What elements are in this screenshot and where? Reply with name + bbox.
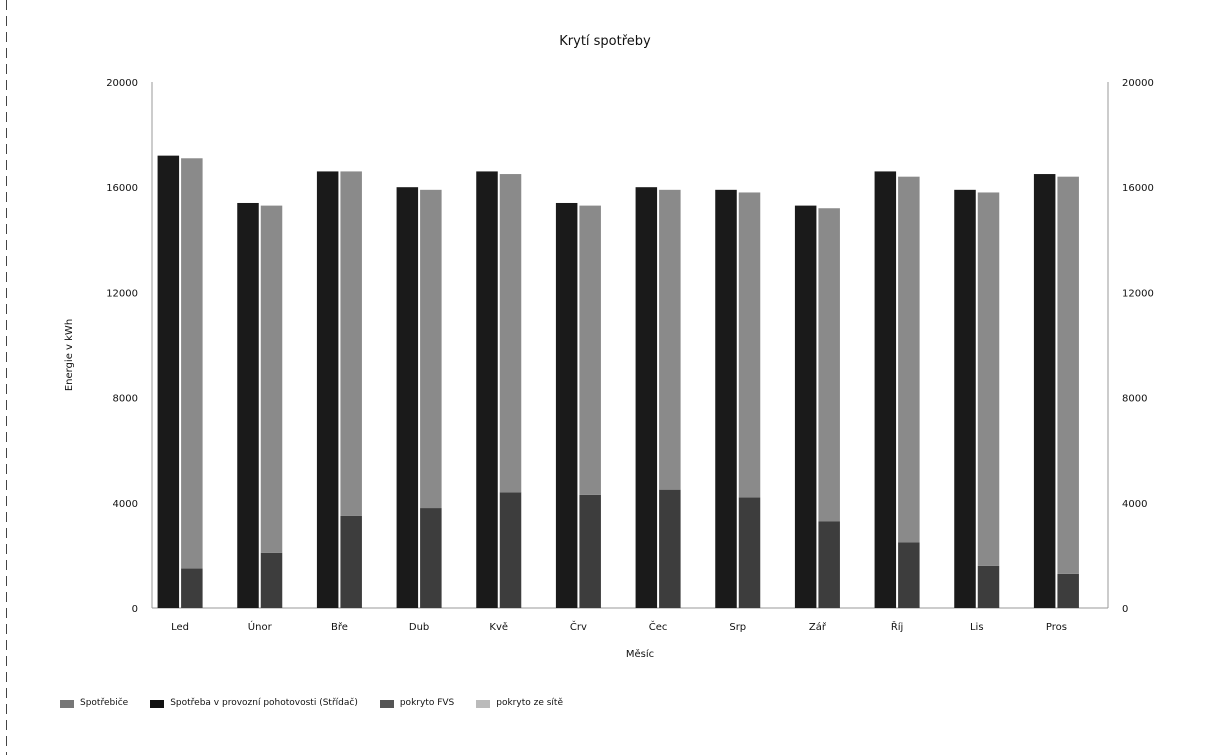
bar-pokryto-fvs <box>659 489 681 608</box>
bar-pokryto-ze-site <box>340 171 362 516</box>
x-tick-label: Led <box>171 622 189 633</box>
bar-pokryto-fvs <box>898 542 920 608</box>
bar-spotrebice <box>396 187 419 608</box>
x-tick-label: Únor <box>248 620 273 633</box>
bar-pokryto-ze-site <box>260 205 283 553</box>
bar-spotrebice <box>555 202 578 609</box>
bar-spotrebice <box>874 171 897 609</box>
x-tick-label: Pros <box>1046 622 1067 633</box>
bar-spotrebice <box>157 155 180 608</box>
legend-item-pv: pokryto FVS <box>379 698 455 709</box>
legend-label: pokryto FVS <box>399 698 455 708</box>
x-tick-label: Lis <box>970 622 984 633</box>
bar-pokryto-fvs <box>818 521 840 608</box>
chart-title: Krytí spotřeby <box>559 34 651 49</box>
y-axis-label: Energie v kWh <box>64 319 75 391</box>
bar-pokryto-ze-site <box>977 192 1000 566</box>
bar-pokryto-fvs <box>340 515 362 608</box>
y-tick-label-right: 12000 <box>1122 288 1154 299</box>
x-axis-label: Měsíc <box>626 648 654 660</box>
bar-spotrebice <box>476 171 498 609</box>
bar-pokryto-fvs <box>260 552 283 608</box>
legend-label: Spotřebiče <box>80 698 129 708</box>
y-tick-label-left: 12000 <box>106 288 138 299</box>
x-tick-label: Črv <box>570 620 587 633</box>
y-tick-label-left: 8000 <box>113 394 138 405</box>
x-tick-label: Kvě <box>489 621 508 633</box>
bar-pokryto-ze-site <box>499 174 522 493</box>
legend-swatch <box>476 700 491 708</box>
legend-label: pokryto ze sítě <box>496 698 563 708</box>
x-tick-label: Srp <box>729 622 746 633</box>
legend-swatch <box>150 700 165 708</box>
plot-area: 0 0 4000 4000 8000 8000 12000 12000 16000 16000 20… <box>106 78 1154 633</box>
legend-item-appliances: Spotřebiče <box>60 698 128 709</box>
bar-pokryto-ze-site <box>738 192 761 498</box>
bar-pokryto-fvs <box>420 508 442 608</box>
bar-spotrebice <box>237 202 259 609</box>
legend-label: Spotřeba v provozní pohotovosti (Střídač… <box>170 698 358 708</box>
bar-spotrebice <box>715 189 737 608</box>
bar-pokryto-fvs <box>738 497 761 608</box>
legend: Spotřebiče Spotřeba v provozní pohotovos… <box>60 698 563 709</box>
y-tick-label-left: 0 <box>132 604 138 615</box>
bar-pokryto-ze-site <box>420 189 442 509</box>
bar-pokryto-fvs <box>1057 573 1079 608</box>
y-tick-label-left: 4000 <box>113 499 138 510</box>
y-tick-label-left: 20000 <box>106 78 138 89</box>
y-tick-label-right: 8000 <box>1122 394 1147 405</box>
bar-pokryto-fvs <box>499 492 522 608</box>
y-tick-label-left: 16000 <box>106 183 138 194</box>
bar-spotrebice <box>1033 174 1056 609</box>
bar-pokryto-ze-site <box>579 205 601 495</box>
bar-pokryto-ze-site <box>1057 176 1079 574</box>
y-tick-label-right: 0 <box>1122 604 1128 615</box>
bar-spotrebice <box>316 171 339 609</box>
x-tick-label: Říj <box>891 620 904 633</box>
y-tick-label-right: 20000 <box>1122 78 1154 89</box>
bar-pokryto-ze-site <box>898 176 920 543</box>
bar-spotrebice <box>635 187 658 608</box>
bar-pokryto-fvs <box>977 565 1000 608</box>
x-tick-label: Zář <box>809 621 827 633</box>
page-left-border <box>6 0 7 755</box>
bar-pokryto-fvs <box>181 568 203 608</box>
legend-item-grid: pokryto ze sítě <box>476 698 563 709</box>
bar-pokryto-ze-site <box>181 158 203 569</box>
legend-swatch <box>379 700 394 708</box>
legend-item-standby: Spotřeba v provozní pohotovosti (Střídač… <box>150 698 358 709</box>
legend-swatch <box>60 700 74 708</box>
x-tick-label: Bře <box>331 621 348 633</box>
bar-spotrebice <box>794 205 817 609</box>
y-tick-label-right: 4000 <box>1122 499 1147 510</box>
consumption-coverage-chart: Krytí spotřeby Energie v kWh Měsíc 0 0 400… <box>64 34 1154 660</box>
bar-pokryto-ze-site <box>818 208 840 522</box>
y-tick-label-right: 16000 <box>1122 183 1154 194</box>
bar-pokryto-fvs <box>579 494 601 608</box>
x-tick-label: Čec <box>649 620 668 633</box>
x-tick-label: Dub <box>409 622 429 633</box>
bar-pokryto-ze-site <box>659 189 681 490</box>
bar-spotrebice <box>954 189 976 608</box>
